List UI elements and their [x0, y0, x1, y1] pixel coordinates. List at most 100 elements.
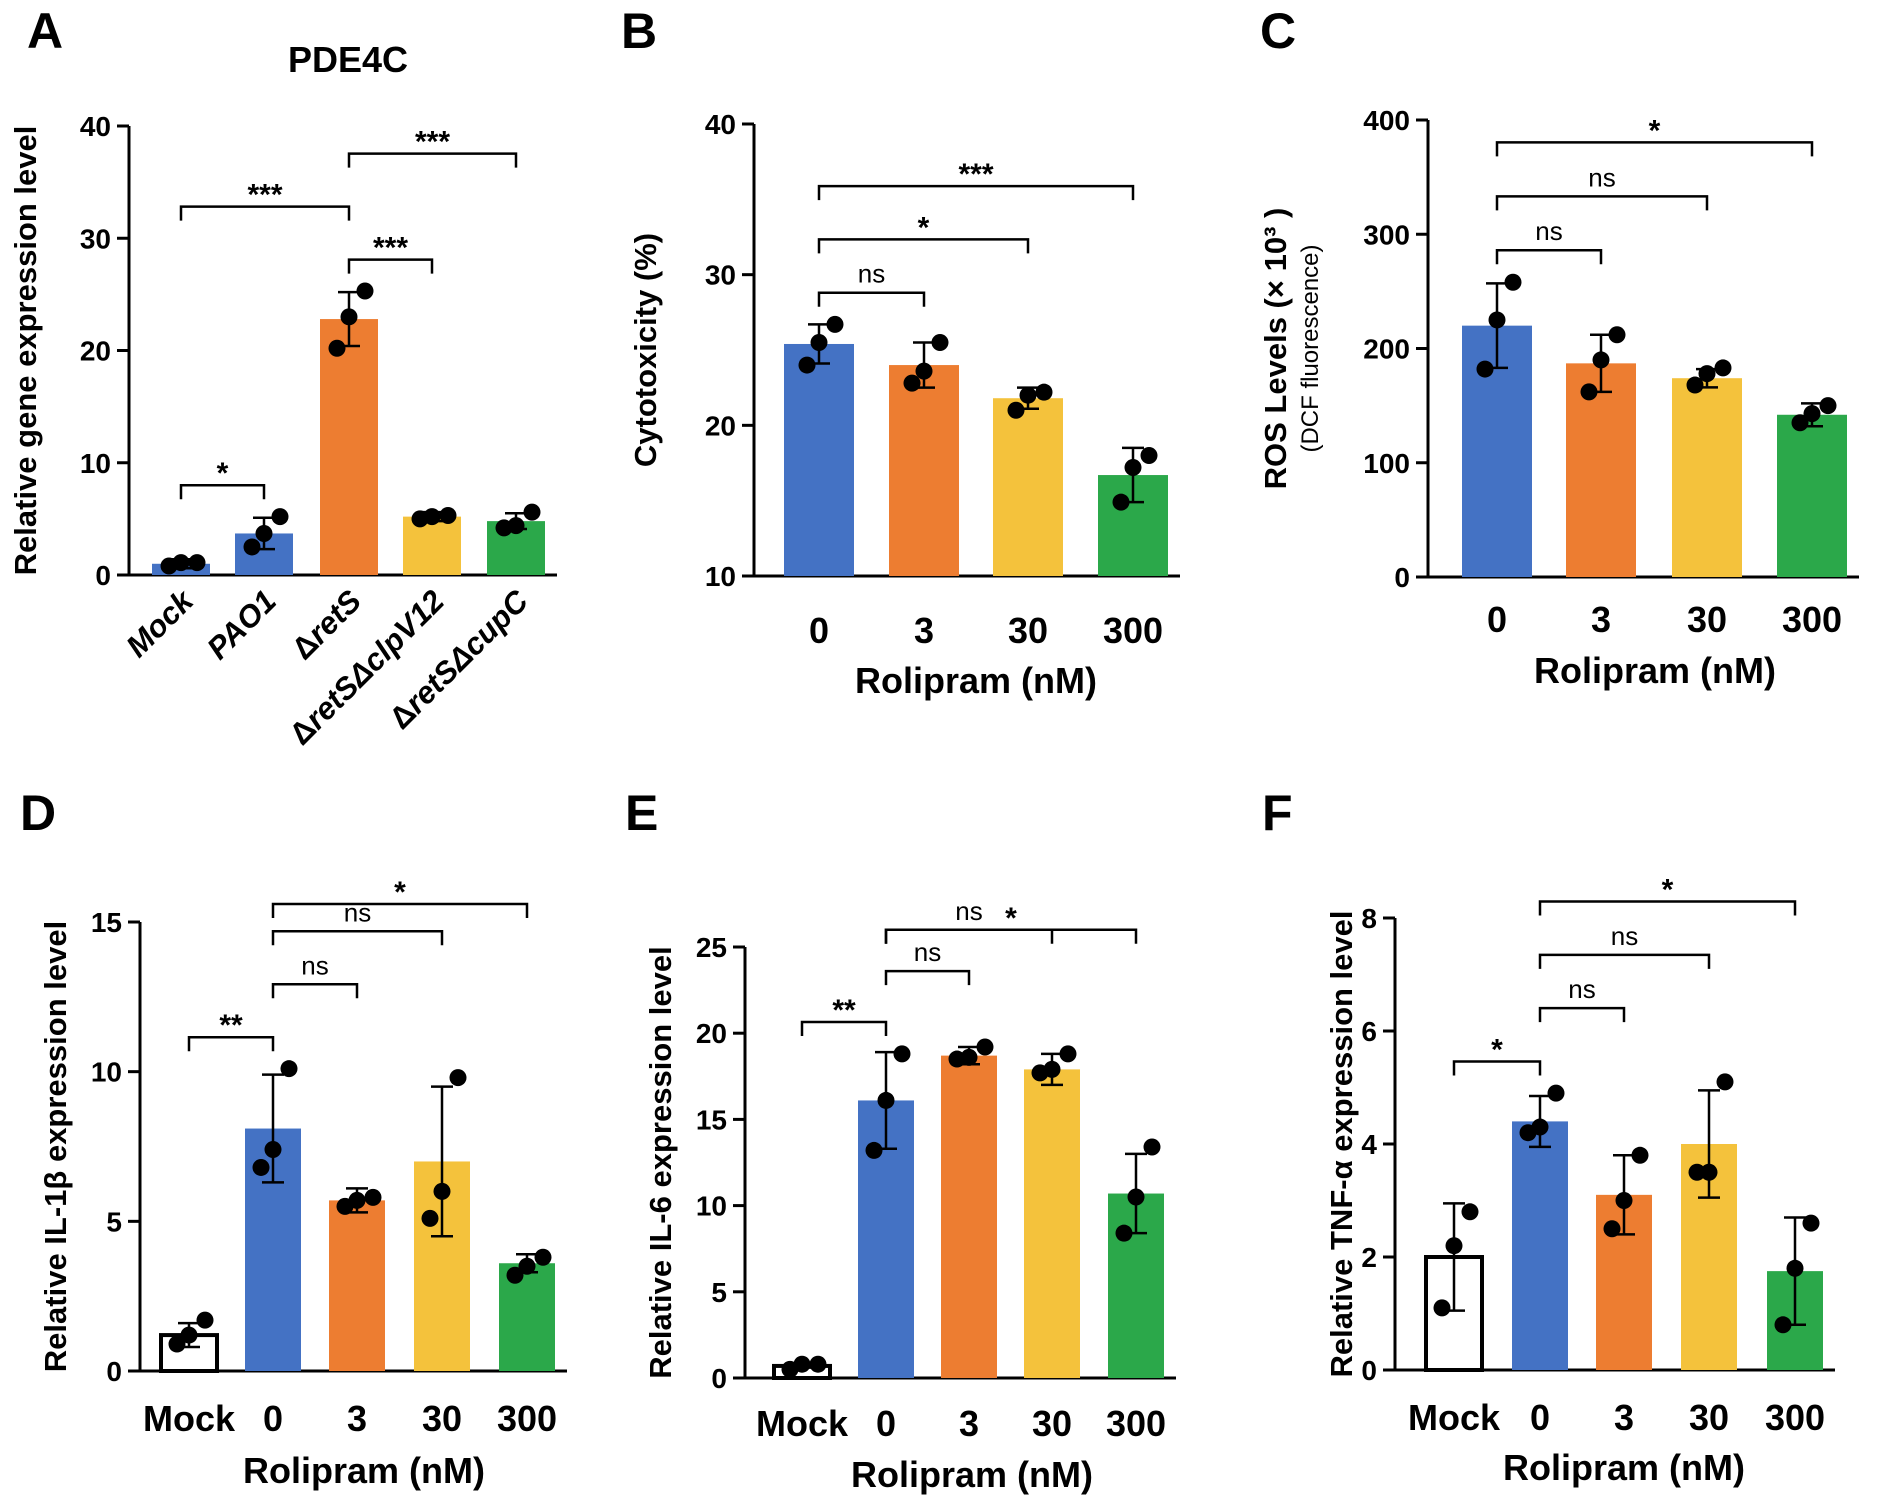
y-tick-label: 8 — [1361, 903, 1377, 934]
data-point — [264, 1140, 282, 1158]
y-tick-label: 30 — [80, 223, 111, 254]
data-point — [356, 282, 374, 300]
significance-bracket — [884, 928, 1138, 944]
data-point — [523, 503, 541, 521]
panel-a: A PDE4C 0 10 20 30 40 Relative gene expression … — [8, 3, 557, 752]
x-axis-title-e: Rolipram (nM) — [851, 1454, 1093, 1495]
x-tick-label: 3 — [914, 610, 934, 651]
significance-bracket — [271, 902, 529, 919]
y-tick-label: 300 — [1363, 219, 1410, 250]
data-point — [507, 517, 525, 535]
panel-title-a: PDE4C — [288, 39, 408, 80]
data-point — [1445, 1237, 1463, 1255]
significance-bracket — [817, 238, 1030, 254]
data-point — [1803, 405, 1821, 423]
data-point — [328, 339, 346, 357]
y-tick-label: 5 — [106, 1206, 122, 1237]
panel-e: E 0 5 10 15 20 25 Relative IL-6 expression leve… — [625, 785, 1176, 1495]
x-axis-title-d: Rolipram (nM) — [243, 1450, 485, 1491]
data-point — [364, 1188, 382, 1206]
y-tick-label: 0 — [1361, 1355, 1377, 1386]
x-tick-label: 30 — [1687, 599, 1727, 640]
x-axis-title-f: Rolipram (nM) — [1503, 1447, 1745, 1488]
bar — [1512, 1121, 1568, 1370]
data-point — [340, 308, 358, 326]
significance-bracket — [1495, 195, 1709, 211]
data-point — [915, 362, 933, 380]
x-tick-label: 3 — [959, 1403, 979, 1444]
significance-bracket — [347, 258, 434, 274]
y-tick-label: 400 — [1363, 105, 1410, 136]
significance-bracket — [1495, 248, 1603, 265]
significance-label: * — [918, 211, 930, 244]
y-tick-label: 40 — [705, 109, 736, 140]
data-point — [1115, 1224, 1133, 1242]
data-point — [1007, 401, 1025, 419]
panel-b: B 10 20 30 40 Cytotoxicity (%) 0 3 30 300Rolipram… — [621, 3, 1180, 701]
y-tick-label: 200 — [1363, 334, 1410, 365]
data-point — [903, 374, 921, 392]
panel-label-a: A — [27, 3, 63, 59]
y-tick-label: 20 — [696, 1018, 727, 1049]
data-point — [1461, 1203, 1479, 1221]
significance-bracket — [187, 1035, 275, 1052]
data-point — [423, 508, 441, 526]
significance-label: ns — [1568, 974, 1595, 1004]
significance-bracket — [884, 928, 1054, 944]
bar — [403, 516, 461, 575]
x-axis-title-c: Rolipram (nM) — [1534, 650, 1776, 691]
data-point — [1112, 493, 1130, 511]
bar — [1777, 414, 1847, 577]
x-tick-label: Mock — [143, 1398, 236, 1439]
panel-d: D 0 5 10 15 Relative IL-1β expression level Mo… — [20, 785, 567, 1491]
data-point — [1774, 1316, 1792, 1334]
significance-label: * — [1649, 114, 1661, 147]
data-point — [1819, 397, 1837, 415]
data-point — [976, 1038, 994, 1056]
data-point — [534, 1248, 552, 1266]
data-point — [168, 1335, 186, 1353]
data-point — [196, 1311, 214, 1329]
y-tick-label: 10 — [705, 561, 736, 592]
y-tick-label: 25 — [696, 932, 727, 963]
y-tick-label: 100 — [1363, 448, 1410, 479]
x-tick-label: 0 — [1530, 1397, 1550, 1438]
data-point — [798, 356, 816, 374]
x-tick-label: 30 — [1032, 1403, 1072, 1444]
x-tick-label: 3 — [1614, 1397, 1634, 1438]
significance-label: * — [1005, 902, 1017, 935]
significance-label: * — [394, 876, 406, 909]
data-point — [1698, 365, 1716, 383]
data-point — [255, 524, 273, 542]
significance-bracket — [1495, 141, 1814, 157]
data-point — [1592, 351, 1610, 369]
significance-bracket — [179, 483, 266, 500]
data-point — [1700, 1163, 1718, 1181]
y-axis-title-d: Relative IL-1β expression level — [38, 921, 73, 1372]
y-axis-title-c: ROS Levels (× 10³ ) — [1258, 208, 1293, 490]
data-point — [271, 508, 289, 526]
significance-label: *** — [247, 179, 282, 212]
panel-label-b: B — [621, 3, 657, 59]
y-tick-label: 0 — [1394, 562, 1410, 593]
data-point — [1488, 311, 1506, 329]
data-point — [506, 1266, 524, 1284]
x-tick-label: 30 — [1008, 610, 1048, 651]
data-point — [793, 1355, 811, 1373]
y-tick-label: 10 — [80, 448, 111, 479]
x-tick-label: 300 — [1106, 1403, 1166, 1444]
significance-bracket — [800, 1020, 888, 1036]
x-tick-label: Mock — [119, 582, 201, 664]
data-point — [1143, 1138, 1161, 1156]
y-tick-label: 5 — [711, 1277, 727, 1308]
bar — [1672, 378, 1742, 577]
significance-label: * — [1662, 874, 1674, 907]
significance-bracket — [347, 152, 518, 168]
significance-bracket — [271, 930, 444, 946]
significance-label: *** — [958, 158, 993, 191]
bar — [1566, 363, 1636, 577]
data-point — [1615, 1192, 1633, 1209]
x-tick-label: 300 — [1782, 599, 1842, 640]
